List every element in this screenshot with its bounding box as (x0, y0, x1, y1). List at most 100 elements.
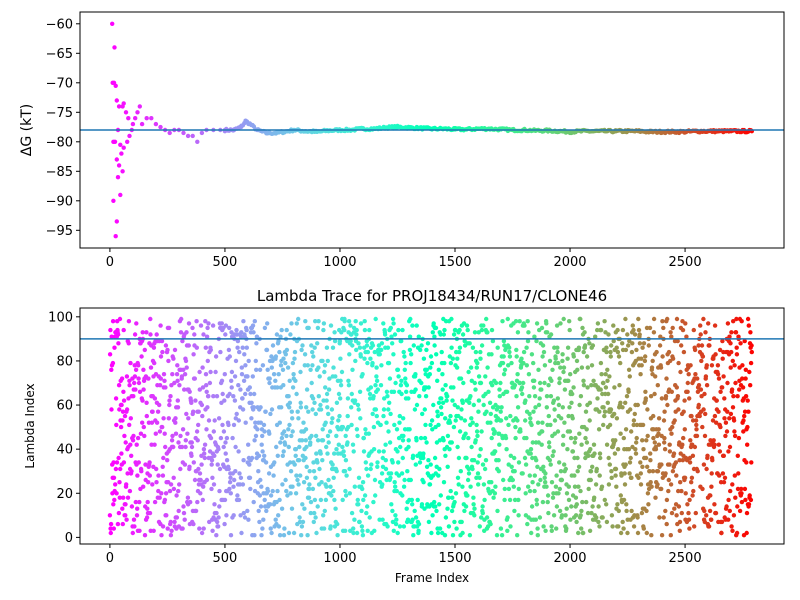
lambda-point (326, 440, 331, 445)
lambda-point (338, 378, 343, 383)
lambda-point (645, 491, 651, 496)
lambda-point (265, 367, 270, 372)
lambda-point (429, 418, 435, 423)
lambda-point (722, 396, 727, 401)
lambda-y-tick-label: 20 (56, 487, 73, 502)
lambda-point (120, 521, 126, 527)
lambda-point (346, 383, 352, 388)
lambda-point (657, 343, 663, 348)
lambda-point (279, 327, 284, 333)
lambda-point (292, 349, 298, 355)
lambda-point (687, 526, 692, 531)
lambda-point (197, 526, 202, 531)
lambda-point (180, 427, 186, 432)
lambda-point (296, 458, 302, 463)
lambda-point (221, 429, 227, 434)
lambda-point (194, 345, 199, 350)
lambda-point (475, 460, 480, 465)
lambda-y-tick-label: 80 (56, 354, 73, 369)
lambda-point (579, 442, 584, 447)
lambda-point (352, 398, 358, 403)
lambda-point (299, 533, 304, 538)
lambda-point (443, 416, 448, 421)
lambda-point (666, 488, 671, 494)
lambda-point (534, 458, 539, 463)
lambda-point (507, 349, 512, 355)
lambda-point (449, 508, 455, 514)
lambda-point (557, 376, 562, 381)
lambda-point (612, 385, 617, 390)
lambda-point (128, 416, 133, 421)
lambda-point (733, 330, 739, 335)
lambda-point (530, 480, 535, 485)
lambda-point (447, 420, 453, 425)
lambda-point (331, 488, 336, 494)
lambda-point (447, 447, 452, 452)
lambda-point (734, 345, 739, 350)
lambda-point (606, 391, 611, 397)
lambda-point (587, 418, 592, 423)
lambda-point (321, 321, 327, 326)
lambda-point (277, 533, 283, 538)
lambda-point (704, 383, 710, 388)
lambda-point (483, 458, 489, 463)
lambda-point (276, 372, 281, 377)
lambda-point (432, 334, 437, 339)
lambda-point (512, 455, 517, 461)
lambda-point (554, 504, 560, 509)
lambda-point (186, 321, 192, 326)
lambda-point (218, 349, 223, 355)
lambda-point (718, 424, 723, 430)
lambda-point (191, 521, 196, 527)
lambda-point (262, 429, 267, 434)
lambda-point (298, 400, 303, 405)
lambda-point (636, 475, 641, 480)
lambda-point (620, 519, 625, 525)
lambda-point (394, 427, 400, 432)
lambda-point (380, 482, 385, 487)
lambda-point (201, 526, 206, 531)
lambda-point (467, 341, 472, 346)
lambda-point (197, 387, 202, 392)
lambda-point (692, 524, 697, 529)
lambda-point (211, 394, 216, 399)
lambda-point (108, 526, 113, 531)
lambda-point (734, 316, 739, 322)
lambda-point (712, 442, 717, 447)
delta-g-y-tick-label: −70 (46, 76, 73, 91)
lambda-point (496, 431, 502, 436)
lambda-point (244, 327, 249, 333)
lambda-point (351, 449, 356, 454)
lambda-point (318, 402, 323, 408)
lambda-point (677, 519, 683, 525)
lambda-point (640, 464, 645, 469)
lambda-point (277, 420, 282, 425)
lambda-point (292, 462, 297, 467)
lambda-point (313, 411, 318, 417)
lambda-point (311, 354, 316, 359)
lambda-point (108, 521, 114, 527)
lambda-point (471, 502, 476, 507)
lambda-point (482, 466, 488, 472)
lambda-point (328, 524, 333, 529)
lambda-point (592, 451, 597, 456)
lambda-point (367, 515, 372, 520)
lambda-point (428, 462, 433, 467)
lambda-point (130, 438, 136, 443)
lambda-point (540, 420, 545, 425)
lambda-point (421, 480, 426, 485)
lambda-point (279, 405, 284, 410)
lambda-point (533, 517, 538, 522)
lambda-point (413, 462, 418, 467)
lambda-point (363, 427, 368, 432)
lambda-point (584, 427, 589, 432)
lambda-point (648, 480, 653, 485)
lambda-point (115, 521, 121, 527)
lambda-point (670, 424, 675, 430)
lambda-point (312, 497, 318, 503)
lambda-point (395, 449, 400, 454)
lambda-point (219, 321, 224, 326)
lambda-point (306, 325, 311, 331)
lambda-point (657, 515, 662, 520)
lambda-point (375, 464, 380, 469)
